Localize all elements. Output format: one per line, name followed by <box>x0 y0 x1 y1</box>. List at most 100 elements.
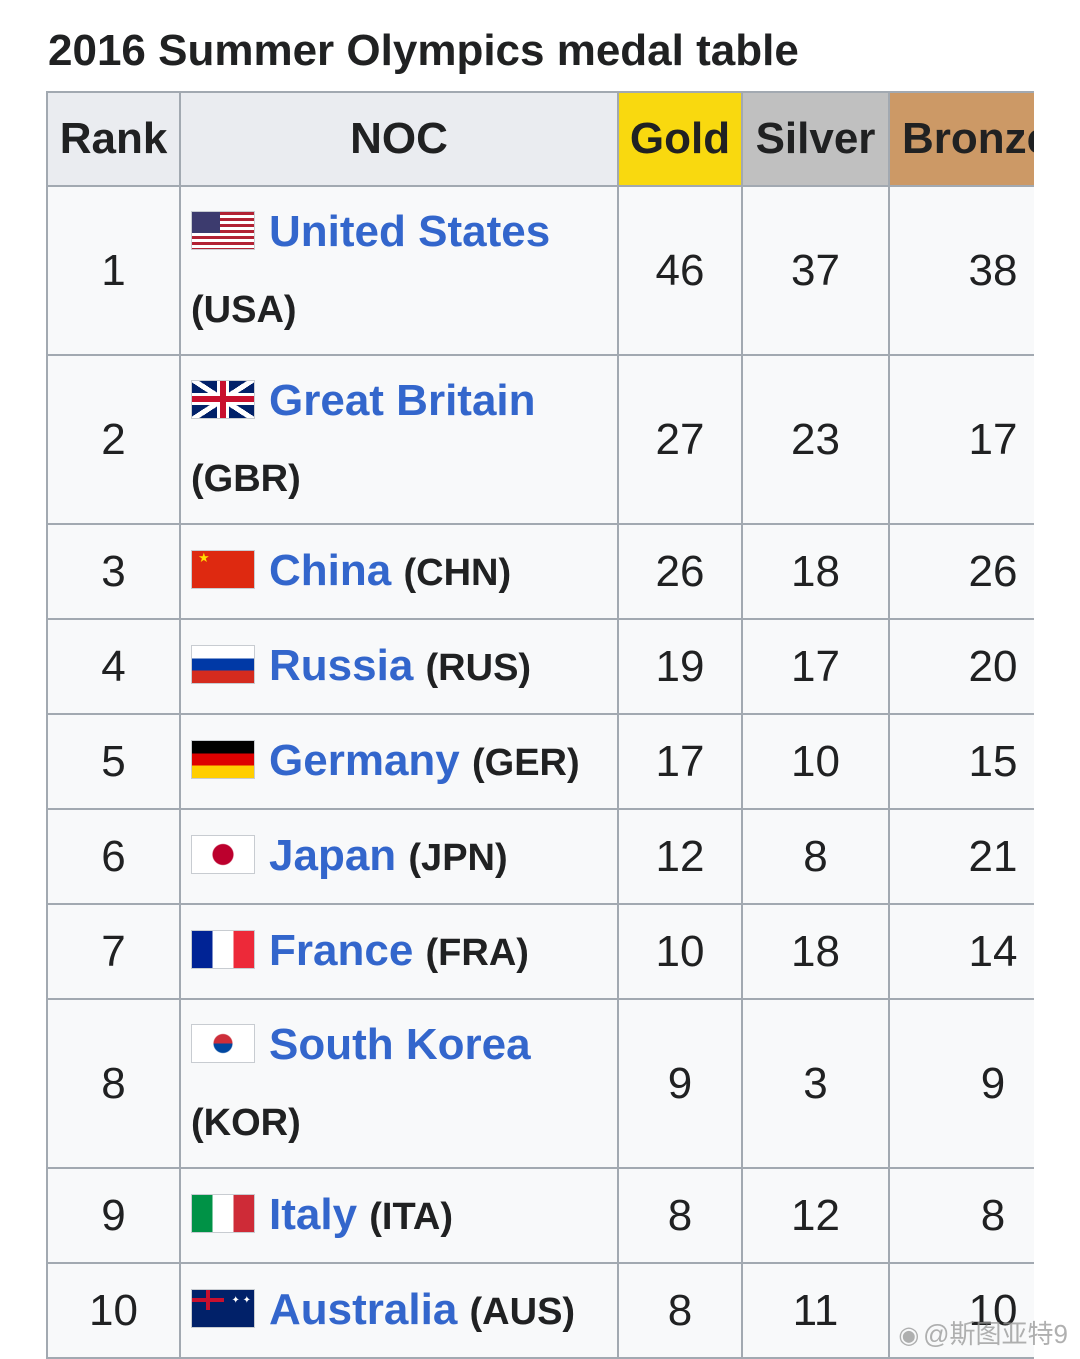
gold-count: 12 <box>617 808 743 905</box>
japan-flag-icon <box>191 834 255 874</box>
bronze-count: 14 <box>888 903 1034 1000</box>
rank-cell: 6 <box>46 808 181 905</box>
noc-code: (GER) <box>472 741 580 784</box>
noc-code: (RUS) <box>425 646 532 689</box>
gold-count: 46 <box>617 185 743 356</box>
gold-count: 27 <box>617 354 743 525</box>
country-link[interactable]: United States <box>269 206 551 256</box>
gold-count: 26 <box>617 523 743 620</box>
header-gold[interactable]: Gold <box>617 91 743 187</box>
weibo-icon: ◉ <box>898 1322 920 1349</box>
bronze-count: 38 <box>888 185 1034 356</box>
noc-cell: Russia (RUS) <box>179 618 619 715</box>
gold-count: 9 <box>617 998 743 1169</box>
germany-flag-icon <box>191 739 255 779</box>
noc-cell: China (CHN) <box>179 523 619 620</box>
table-row: 4 Russia (RUS) 19 17 20 <box>46 618 1034 715</box>
country-link[interactable]: South Korea <box>269 1019 531 1069</box>
gold-count: 19 <box>617 618 743 715</box>
silver-count: 18 <box>741 903 890 1000</box>
rank-cell: 4 <box>46 618 181 715</box>
noc-cell: France (FRA) <box>179 903 619 1000</box>
table-row: 3 China (CHN) 26 18 26 <box>46 523 1034 620</box>
noc-code: (CHN) <box>403 551 512 594</box>
bronze-count: 8 <box>888 1167 1034 1264</box>
table-row: 1 United States (USA) 46 37 38 <box>46 185 1034 356</box>
noc-cell: Italy (ITA) <box>179 1167 619 1264</box>
header-row: Rank NOC Gold Silver Bronze <box>46 91 1034 187</box>
rank-cell: 2 <box>46 354 181 525</box>
noc-code: (GBR) <box>191 457 301 500</box>
noc-code: (USA) <box>191 288 297 331</box>
rank-cell: 1 <box>46 185 181 356</box>
rank-cell: 9 <box>46 1167 181 1264</box>
noc-cell: Great Britain (GBR) <box>179 354 619 525</box>
silver-count: 3 <box>741 998 890 1169</box>
silver-count: 8 <box>741 808 890 905</box>
country-link[interactable]: Japan <box>269 830 397 880</box>
silver-count: 18 <box>741 523 890 620</box>
bronze-count: 10 <box>888 1262 1034 1359</box>
gold-count: 10 <box>617 903 743 1000</box>
noc-code: (FRA) <box>425 931 529 974</box>
noc-cell: Germany (GER) <box>179 713 619 810</box>
france-flag-icon <box>191 929 255 969</box>
watermark-text: @斯图亚特9 <box>923 1319 1068 1349</box>
south-korea-flag-icon <box>191 1023 255 1063</box>
rank-cell: 8 <box>46 998 181 1169</box>
usa-flag-icon <box>191 210 255 250</box>
italy-flag-icon <box>191 1193 255 1233</box>
bronze-count: 9 <box>888 998 1034 1169</box>
rank-cell: 3 <box>46 523 181 620</box>
silver-count: 23 <box>741 354 890 525</box>
country-link[interactable]: Great Britain <box>269 375 536 425</box>
rank-cell: 10 <box>46 1262 181 1359</box>
page-title: 2016 Summer Olympics medal table <box>48 26 799 75</box>
bronze-count: 15 <box>888 713 1034 810</box>
header-rank[interactable]: Rank <box>46 91 181 187</box>
country-link[interactable]: France <box>269 925 414 975</box>
header-noc[interactable]: NOC <box>179 91 619 187</box>
bronze-count: 21 <box>888 808 1034 905</box>
silver-count: 37 <box>741 185 890 356</box>
country-link[interactable]: Russia <box>269 640 414 690</box>
bronze-count: 20 <box>888 618 1034 715</box>
noc-code: (KOR) <box>191 1101 301 1144</box>
silver-count: 17 <box>741 618 890 715</box>
gold-count: 17 <box>617 713 743 810</box>
silver-count: 10 <box>741 713 890 810</box>
noc-cell: Australia (AUS) <box>179 1262 619 1359</box>
country-link[interactable]: Australia <box>269 1284 458 1334</box>
rank-cell: 7 <box>46 903 181 1000</box>
table-row: 6 Japan (JPN) 12 8 21 <box>46 808 1034 905</box>
watermark: ◉ @斯图亚特9 <box>898 1314 1068 1351</box>
noc-code: (JPN) <box>408 836 508 879</box>
table-row: 7 France (FRA) 10 18 14 <box>46 903 1034 1000</box>
table-row: 5 Germany (GER) 17 10 15 <box>46 713 1034 810</box>
silver-count: 11 <box>741 1262 890 1359</box>
bronze-count: 26 <box>888 523 1034 620</box>
country-link[interactable]: China <box>269 545 392 595</box>
gold-count: 8 <box>617 1262 743 1359</box>
noc-cell: United States (USA) <box>179 185 619 356</box>
header-bronze[interactable]: Bronze <box>888 91 1034 187</box>
russia-flag-icon <box>191 644 255 684</box>
country-link[interactable]: Italy <box>269 1189 358 1239</box>
noc-cell: Japan (JPN) <box>179 808 619 905</box>
noc-code: (ITA) <box>369 1195 453 1238</box>
china-flag-icon <box>191 549 255 589</box>
rank-cell: 5 <box>46 713 181 810</box>
noc-cell: South Korea (KOR) <box>179 998 619 1169</box>
country-link[interactable]: Germany <box>269 735 460 785</box>
medal-table-container: Rank NOC Gold Silver Bronze 1 United Sta… <box>46 91 1034 1359</box>
table-row: 9 Italy (ITA) 8 12 8 <box>46 1167 1034 1264</box>
table-row: 2 Great Britain (GBR) 27 23 17 <box>46 354 1034 525</box>
australia-flag-icon <box>191 1288 255 1328</box>
header-silver[interactable]: Silver <box>741 91 890 187</box>
table-row: 10 Australia (AUS) 8 11 10 <box>46 1262 1034 1359</box>
bronze-count: 17 <box>888 354 1034 525</box>
noc-code: (AUS) <box>469 1290 576 1333</box>
medal-table: Rank NOC Gold Silver Bronze 1 United Sta… <box>46 91 1034 1359</box>
silver-count: 12 <box>741 1167 890 1264</box>
table-row: 8 South Korea (KOR) 9 3 9 <box>46 998 1034 1169</box>
